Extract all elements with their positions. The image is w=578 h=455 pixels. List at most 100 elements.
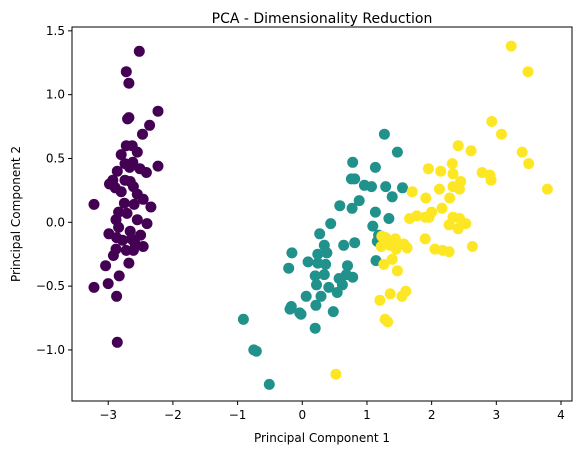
data-point-cluster-1: [145, 201, 157, 213]
data-point-cluster-2: [250, 345, 262, 357]
y-tick-label: 1.0: [46, 88, 65, 102]
data-point-cluster-3: [419, 211, 431, 223]
data-point-cluster-2: [378, 128, 390, 140]
data-point-cluster-3: [390, 243, 402, 255]
data-point-cluster-2: [367, 220, 379, 232]
data-point-cluster-3: [401, 242, 413, 254]
data-point-cluster-2: [295, 308, 307, 320]
x-tick-label: 3: [493, 408, 501, 422]
data-point-cluster-1: [122, 113, 134, 125]
points-layer: [88, 40, 553, 390]
data-point-cluster-3: [330, 368, 342, 380]
data-point-cluster-2: [347, 271, 359, 283]
y-tick-label: −0.5: [36, 279, 65, 293]
data-point-cluster-2: [318, 269, 330, 281]
data-point-cluster-2: [366, 181, 377, 193]
data-point-cluster-2: [331, 287, 343, 298]
data-point-cluster-3: [522, 66, 534, 78]
data-point-cluster-1: [131, 214, 143, 226]
data-point-cluster-1: [100, 260, 112, 272]
data-point-cluster-3: [454, 183, 465, 195]
data-point-cluster-3: [505, 40, 517, 52]
data-point-cluster-2: [380, 181, 392, 193]
data-point-cluster-1: [111, 336, 123, 348]
data-point-cluster-3: [374, 294, 386, 306]
y-axis: −1.0 −0.5 0.0 0.5 1.0 1.5: [36, 24, 72, 357]
data-point-cluster-2: [323, 281, 335, 293]
data-point-cluster-2: [283, 262, 295, 274]
data-point-cluster-3: [447, 211, 459, 223]
data-point-cluster-2: [302, 256, 314, 268]
data-point-cluster-1: [120, 66, 132, 78]
data-point-cluster-3: [378, 258, 390, 270]
data-point-cluster-3: [444, 192, 456, 204]
data-point-cluster-3: [516, 146, 528, 158]
data-point-cluster-2: [309, 322, 321, 334]
data-point-cluster-3: [496, 128, 507, 140]
y-tick-label: 1.5: [46, 24, 65, 38]
data-point-cluster-2: [325, 218, 337, 230]
x-tick-label: 2: [428, 408, 436, 422]
data-point-cluster-2: [286, 247, 298, 259]
plot-frame: [71, 26, 573, 402]
data-point-cluster-2: [327, 306, 339, 318]
data-point-cluster-1: [102, 278, 114, 290]
x-tick-label: 4: [557, 408, 565, 422]
data-point-cluster-3: [375, 241, 387, 252]
data-point-cluster-3: [436, 202, 448, 214]
data-point-cluster-2: [391, 146, 403, 158]
data-point-cluster-1: [123, 257, 135, 269]
data-point-cluster-1: [127, 244, 139, 256]
data-point-cluster-2: [314, 228, 326, 240]
y-tick-label: −1.0: [36, 343, 65, 357]
data-point-cluster-3: [404, 213, 416, 224]
data-point-cluster-1: [111, 290, 123, 302]
data-point-cluster-3: [420, 192, 432, 204]
data-point-cluster-3: [400, 285, 412, 297]
data-point-cluster-3: [386, 253, 398, 265]
x-tick-label: −2: [164, 408, 182, 422]
data-point-cluster-1: [131, 146, 143, 158]
data-point-cluster-2: [353, 195, 365, 207]
data-point-cluster-3: [446, 158, 458, 170]
data-point-cluster-3: [433, 183, 445, 195]
y-tick-label: 0.5: [46, 151, 65, 165]
data-point-cluster-3: [422, 163, 434, 175]
data-point-cluster-2: [315, 290, 327, 302]
data-point-cluster-2: [284, 303, 296, 315]
data-point-cluster-1: [128, 198, 140, 210]
data-point-cluster-2: [300, 290, 312, 302]
data-point-cluster-1: [117, 234, 128, 246]
data-point-cluster-3: [384, 288, 396, 300]
data-point-cluster-1: [135, 229, 147, 241]
data-point-cluster-2: [334, 200, 346, 212]
data-point-cluster-2: [320, 258, 332, 270]
data-point-cluster-1: [88, 281, 100, 293]
data-point-cluster-2: [386, 191, 398, 203]
x-tick-label: 0: [298, 408, 306, 422]
data-point-cluster-2: [383, 213, 395, 224]
x-tick-label: −3: [99, 408, 117, 422]
data-point-cluster-3: [419, 233, 431, 245]
data-point-cluster-2: [347, 156, 359, 168]
data-point-cluster-1: [133, 45, 145, 57]
x-axis-label: Principal Component 1: [254, 431, 390, 445]
data-point-cluster-2: [311, 279, 322, 291]
data-point-cluster-2: [310, 299, 322, 311]
x-tick-label: 1: [363, 408, 371, 422]
data-point-cluster-1: [121, 207, 133, 219]
data-point-cluster-3: [443, 246, 455, 258]
data-point-cluster-1: [88, 198, 100, 210]
data-point-cluster-1: [113, 270, 125, 282]
data-point-cluster-1: [152, 160, 164, 172]
data-point-cluster-2: [369, 206, 381, 218]
data-point-cluster-2: [342, 260, 353, 272]
data-point-cluster-3: [435, 165, 447, 177]
data-point-cluster-2: [321, 247, 333, 259]
data-point-cluster-3: [447, 168, 459, 180]
data-point-cluster-2: [369, 161, 381, 173]
data-point-cluster-2: [397, 182, 408, 194]
data-point-cluster-2: [312, 248, 324, 260]
data-point-cluster-1: [137, 193, 149, 205]
data-point-cluster-1: [144, 119, 156, 131]
